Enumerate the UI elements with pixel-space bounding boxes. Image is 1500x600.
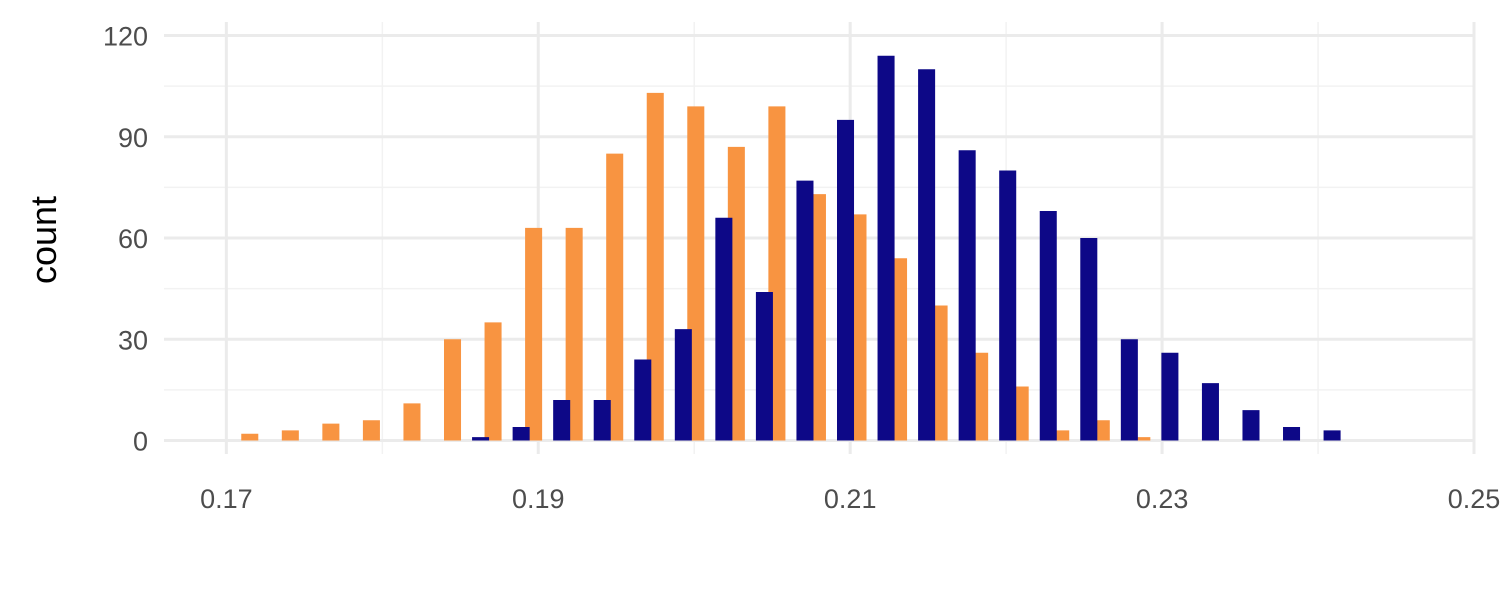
bar-series-2	[593, 400, 611, 441]
bar-series-2	[1039, 211, 1057, 441]
x-tick-label: 0.23	[1136, 484, 1189, 514]
bar-series-2	[472, 437, 490, 441]
bar-series-2	[918, 69, 936, 441]
bar-series-1	[565, 227, 583, 441]
bar-series-2	[1323, 430, 1341, 441]
bar-series-2	[553, 400, 571, 441]
y-axis-tick-labels: 0 30 60 90 120	[103, 22, 148, 457]
bar-series-2	[958, 150, 976, 441]
bar-series-1	[525, 227, 543, 441]
bar-series-2	[1283, 427, 1301, 441]
bar-series-2	[715, 217, 733, 441]
y-tick-label: 60	[118, 224, 148, 254]
bars	[241, 55, 1341, 441]
y-tick-label: 0	[133, 427, 148, 457]
bar-series-1	[241, 433, 259, 441]
grid	[164, 22, 1476, 454]
bar-series-1	[322, 423, 340, 441]
y-axis-title: count	[23, 196, 64, 284]
bar-series-2	[1242, 410, 1260, 441]
bar-series-1	[484, 322, 502, 441]
x-tick-label: 0.17	[200, 484, 253, 514]
bar-series-1	[1052, 430, 1070, 441]
bar-series-2	[796, 180, 814, 441]
x-tick-label: 0.19	[512, 484, 565, 514]
bar-series-2	[755, 292, 773, 441]
bar-series-1	[362, 420, 380, 441]
bar-series-2	[634, 359, 652, 441]
y-tick-label: 90	[118, 123, 148, 153]
bar-series-2	[674, 329, 692, 441]
bar-series-1	[444, 339, 462, 441]
bar-series-1	[1133, 437, 1151, 441]
bar-series-2	[1080, 238, 1098, 441]
y-tick-label: 120	[103, 22, 148, 52]
bar-series-1	[403, 403, 421, 441]
bar-series-2	[1161, 352, 1179, 441]
bar-series-2	[837, 119, 855, 441]
bar-series-1	[281, 430, 299, 441]
bar-series-2	[1120, 339, 1138, 441]
y-tick-label: 30	[118, 325, 148, 355]
bar-series-2	[877, 55, 895, 441]
x-tick-label: 0.25	[1448, 484, 1500, 514]
bar-series-1	[606, 153, 624, 441]
bar-series-1	[646, 92, 664, 441]
x-tick-label: 0.21	[824, 484, 877, 514]
bar-series-2	[1201, 383, 1219, 441]
x-axis-tick-labels: 0.17 0.19 0.21 0.23 0.25	[200, 484, 1500, 514]
bar-series-2	[999, 170, 1017, 441]
bar-series-2	[512, 427, 530, 441]
